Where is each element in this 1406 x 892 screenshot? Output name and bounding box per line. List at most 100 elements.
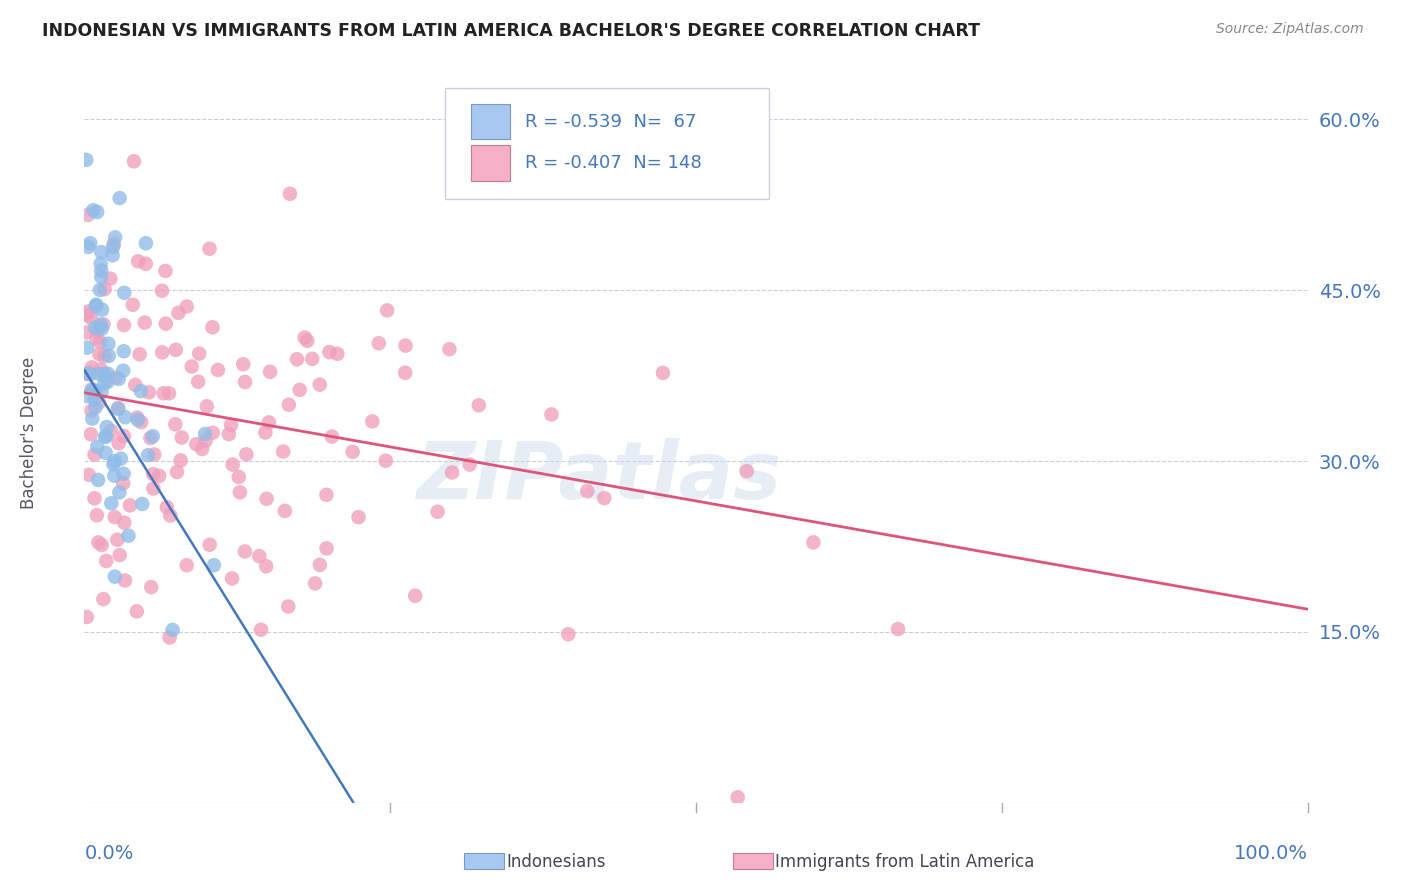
Point	[112, 476, 135, 491]
Point	[803, 535, 825, 549]
Point	[468, 398, 491, 412]
Point	[76, 341, 98, 355]
Point	[367, 336, 389, 351]
Point	[198, 538, 221, 552]
Point	[97, 349, 120, 363]
Point	[77, 240, 100, 254]
Point	[135, 236, 157, 251]
Point	[90, 362, 112, 376]
Point	[89, 367, 111, 381]
Point	[96, 420, 118, 434]
Point	[159, 508, 181, 523]
Point	[107, 401, 129, 416]
Point	[89, 347, 111, 361]
Point	[127, 410, 149, 425]
Point	[165, 343, 187, 357]
Text: Immigrants from Latin America: Immigrants from Latin America	[776, 853, 1035, 871]
Point	[76, 308, 98, 322]
Point	[103, 457, 125, 471]
Point	[112, 285, 135, 300]
Point	[318, 345, 340, 359]
Point	[93, 592, 115, 607]
Point	[107, 372, 129, 386]
Point	[361, 414, 384, 428]
Point	[94, 429, 117, 443]
Point	[277, 599, 299, 614]
Point	[86, 508, 108, 523]
Point	[439, 342, 461, 356]
Point	[152, 386, 174, 401]
Point	[195, 400, 218, 414]
Point	[221, 572, 243, 586]
Point	[288, 383, 311, 397]
Point	[233, 375, 256, 389]
Point	[250, 623, 273, 637]
Point	[374, 453, 396, 467]
Point	[114, 574, 136, 588]
Text: R = -0.539  N=  67: R = -0.539 N= 67	[524, 112, 696, 130]
Point	[375, 303, 398, 318]
Point	[257, 416, 280, 430]
Point	[87, 535, 110, 549]
Point	[97, 375, 120, 389]
Point	[347, 510, 370, 524]
Point	[540, 408, 562, 422]
Text: 0.0%: 0.0%	[84, 844, 134, 863]
Point	[394, 338, 416, 352]
Point	[135, 257, 157, 271]
Point	[94, 446, 117, 460]
Point	[219, 417, 242, 432]
Point	[159, 631, 181, 645]
Point	[104, 370, 127, 384]
Point	[84, 384, 107, 398]
Point	[301, 351, 323, 366]
Point	[104, 510, 127, 524]
Point	[114, 410, 136, 425]
Point	[142, 429, 165, 443]
Point	[77, 467, 100, 482]
Point	[118, 499, 141, 513]
Point	[191, 442, 214, 456]
Point	[315, 541, 337, 556]
Point	[93, 376, 115, 391]
Point	[254, 559, 277, 574]
Point	[315, 488, 337, 502]
Point	[321, 429, 343, 443]
Point	[139, 431, 162, 445]
Point	[141, 580, 163, 594]
Point	[86, 332, 108, 346]
Point	[166, 465, 188, 479]
Point	[394, 366, 416, 380]
Point	[100, 496, 122, 510]
Point	[90, 257, 112, 271]
Point	[79, 236, 101, 251]
Point	[156, 500, 179, 515]
Text: Bachelor's Degree: Bachelor's Degree	[20, 357, 38, 508]
Point	[426, 505, 449, 519]
Point	[122, 154, 145, 169]
Text: R = -0.407  N= 148: R = -0.407 N= 148	[524, 154, 702, 172]
Point	[278, 186, 301, 201]
Point	[277, 398, 299, 412]
Point	[142, 482, 165, 496]
Point	[86, 323, 108, 337]
Point	[274, 504, 297, 518]
Point	[142, 467, 165, 482]
Point	[576, 483, 599, 498]
Point	[96, 429, 118, 443]
Point	[90, 384, 112, 399]
Point	[90, 322, 112, 336]
Point	[84, 321, 107, 335]
Point	[87, 395, 110, 409]
Point	[80, 403, 103, 417]
Point	[93, 318, 115, 332]
Point	[125, 604, 148, 618]
Point	[127, 254, 149, 268]
Point	[232, 357, 254, 371]
Point	[202, 558, 225, 573]
Point	[112, 467, 135, 481]
Point	[112, 364, 135, 378]
Point	[86, 440, 108, 454]
Point	[128, 347, 150, 361]
Point	[297, 334, 319, 348]
